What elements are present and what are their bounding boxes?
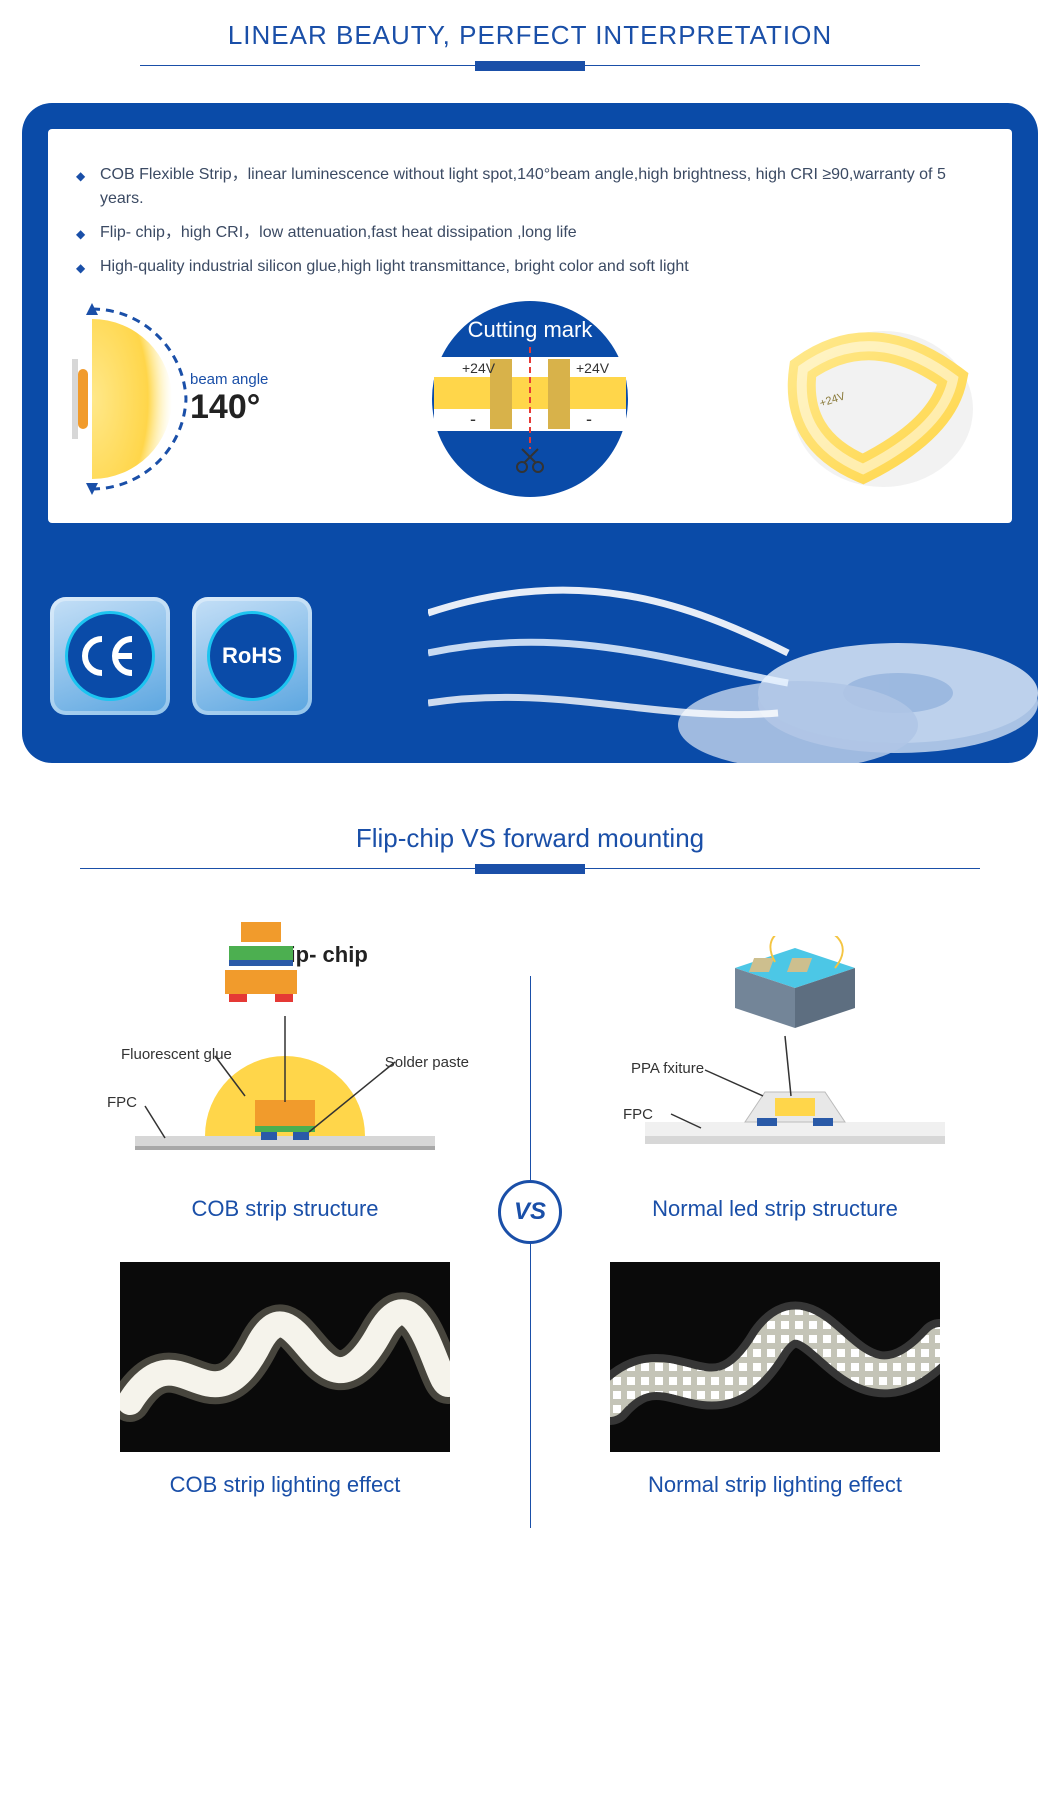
section1-rule [140, 59, 920, 73]
feature-bullets: COB Flexible Strip，linear luminescence w… [72, 163, 988, 279]
compare-title: Flip-chip VS forward mounting [40, 823, 1020, 854]
normal-structure-caption: Normal led strip structure [530, 1196, 1020, 1222]
beam-angle-diagram: beam angle 140° [72, 299, 302, 499]
lbl-ppa: PPA fxiture [631, 1060, 704, 1077]
lbl-fpc-left: FPC [107, 1094, 137, 1111]
normal-structure-diagram: PPA fxiture FPC [585, 936, 965, 1176]
hero-inner: COB Flexible Strip，linear luminescence w… [48, 129, 1012, 523]
bullet-1: COB Flexible Strip，linear luminescence w… [72, 163, 988, 211]
compare-section: Flip-chip VS forward mounting VS Flip- c… [40, 823, 1020, 1538]
reel-decoration [428, 553, 1038, 763]
svg-text:+24V: +24V [576, 360, 610, 376]
rohs-text: RoHS [207, 611, 297, 701]
cutting-mark-diagram: Cutting mark +24V +24V - - [430, 299, 630, 499]
section1-header: LINEAR BEAUTY, PERFECT INTERPRETATION [0, 20, 1060, 73]
normal-strip-photo [610, 1262, 940, 1452]
bullet-2: Flip- chip，high CRI，low attenuation,fast… [72, 221, 988, 245]
certification-badges: RoHS [50, 597, 312, 715]
beam-angle-value: 140° [190, 388, 268, 427]
rohs-badge: RoHS [192, 597, 312, 715]
compare-left: Flip- chip [40, 936, 530, 1538]
product-photo: +24V [758, 299, 988, 499]
ce-badge [50, 597, 170, 715]
hero-panel: COB Flexible Strip，linear luminescence w… [22, 103, 1038, 763]
flip-chip-exploded-icon [215, 922, 305, 1013]
cob-photo-caption: COB strip lighting effect [40, 1472, 530, 1498]
cob-structure-caption: COB strip structure [40, 1196, 530, 1222]
beam-angle-label: beam angle [190, 371, 268, 388]
compare-right: PPA fxiture FPC Normal led strip structu… [530, 936, 1020, 1538]
svg-text:+24V: +24V [462, 360, 496, 376]
cob-strip-photo [120, 1262, 450, 1452]
compare-rule [80, 862, 980, 876]
normal-photo-caption: Normal strip lighting effect [530, 1472, 1020, 1498]
lbl-glue: Fluorescent glue [121, 1046, 232, 1063]
svg-text:-: - [586, 409, 592, 429]
cutting-title-svg: Cutting mark [468, 317, 594, 342]
vs-badge: VS [498, 1180, 562, 1244]
cob-structure-diagram: Fluorescent glue Solder paste FPC [95, 936, 475, 1176]
svg-text:-: - [470, 409, 476, 429]
section1-title: LINEAR BEAUTY, PERFECT INTERPRETATION [0, 20, 1060, 51]
lbl-solder: Solder paste [385, 1054, 469, 1071]
bullet-3: High-quality industrial silicon glue,hig… [72, 255, 988, 279]
lbl-fpc-right: FPC [623, 1106, 653, 1123]
